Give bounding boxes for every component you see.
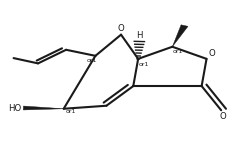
Text: or1: or1 — [66, 109, 77, 114]
Text: or1: or1 — [172, 49, 183, 54]
Text: HO: HO — [8, 103, 21, 113]
Polygon shape — [172, 25, 188, 47]
Text: O: O — [118, 24, 124, 33]
Polygon shape — [23, 106, 64, 110]
Text: O: O — [209, 49, 216, 58]
Text: H: H — [136, 31, 143, 40]
Text: O: O — [219, 112, 226, 121]
Text: or1: or1 — [138, 62, 148, 67]
Text: or1: or1 — [86, 58, 97, 63]
